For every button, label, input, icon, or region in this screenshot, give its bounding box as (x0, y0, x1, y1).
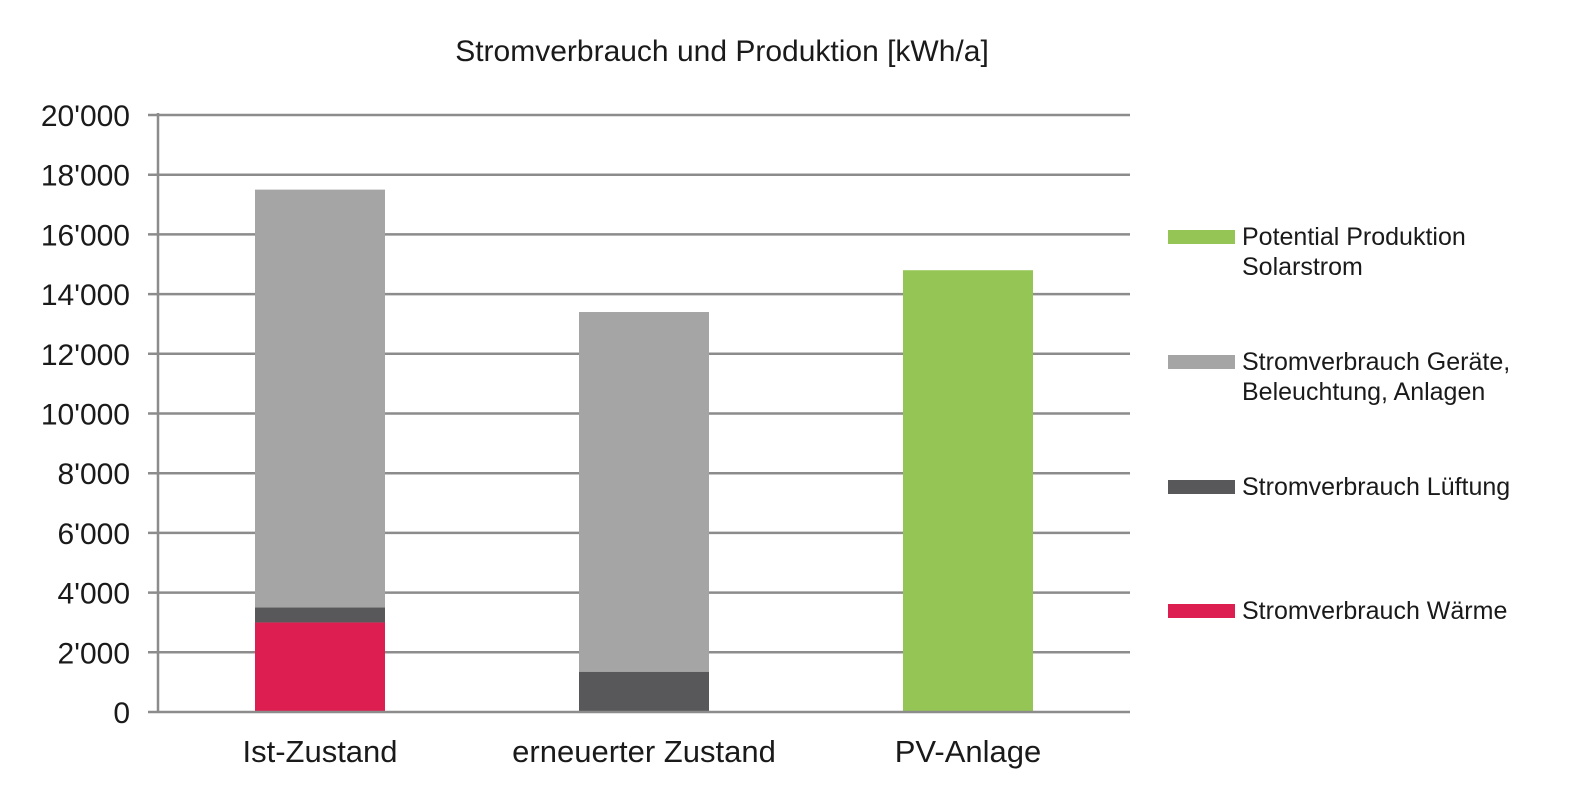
chart-title: Stromverbrauch und Produktion [kWh/a] (455, 35, 989, 68)
y-tick-label: 20'000 (41, 100, 130, 133)
bars (255, 189, 1033, 712)
bar-geraete (255, 189, 385, 608)
y-tick-label: 14'000 (41, 279, 130, 312)
bar-lueftung (255, 607, 385, 623)
y-tick-label: 4'000 (58, 578, 130, 611)
y-tick-label: 8'000 (58, 458, 130, 491)
axes (148, 113, 1130, 714)
legend-swatch-waerme (1168, 604, 1235, 618)
y-tick-label: 2'000 (58, 637, 130, 670)
y-tick-label: 18'000 (41, 160, 130, 193)
bar-solar (903, 270, 1033, 712)
y-tick-label: 6'000 (58, 518, 130, 551)
legend-swatch-lueftung (1168, 480, 1235, 494)
legend-label-lueftung: Stromverbrauch Lüftung (1242, 473, 1510, 501)
legend-label-geraete: Beleuchtung, Anlagen (1242, 378, 1485, 406)
bar-lueftung (579, 671, 709, 712)
legend-label-solar: Solarstrom (1242, 253, 1363, 281)
legend-label-geraete: Stromverbrauch Geräte, (1242, 348, 1510, 376)
legend-swatch-solar (1168, 230, 1235, 244)
y-tick-label: 12'000 (41, 339, 130, 372)
y-tick-label: 10'000 (41, 399, 130, 432)
x-tick-label: Ist-Zustand (242, 734, 397, 769)
legend-label-waerme: Stromverbrauch Wärme (1242, 597, 1507, 625)
x-tick-label: PV-Anlage (895, 734, 1042, 769)
y-tick-label: 16'000 (41, 219, 130, 252)
y-tick-labels: 0 2'000 4'000 6'000 8'000 10'000 12'000 14'000 1… (41, 100, 130, 730)
x-tick-label: erneuerter Zustand (512, 734, 776, 769)
legend-swatch-geraete (1168, 355, 1235, 369)
bar-geraete (579, 312, 709, 672)
bar-waerme (255, 622, 385, 712)
legend-label-solar: Potential Produktion (1242, 223, 1466, 251)
y-tick-label: 0 (113, 697, 130, 730)
x-tick-labels: Ist-Zustand erneuerter Zustand PV-Anlage (242, 734, 1041, 769)
